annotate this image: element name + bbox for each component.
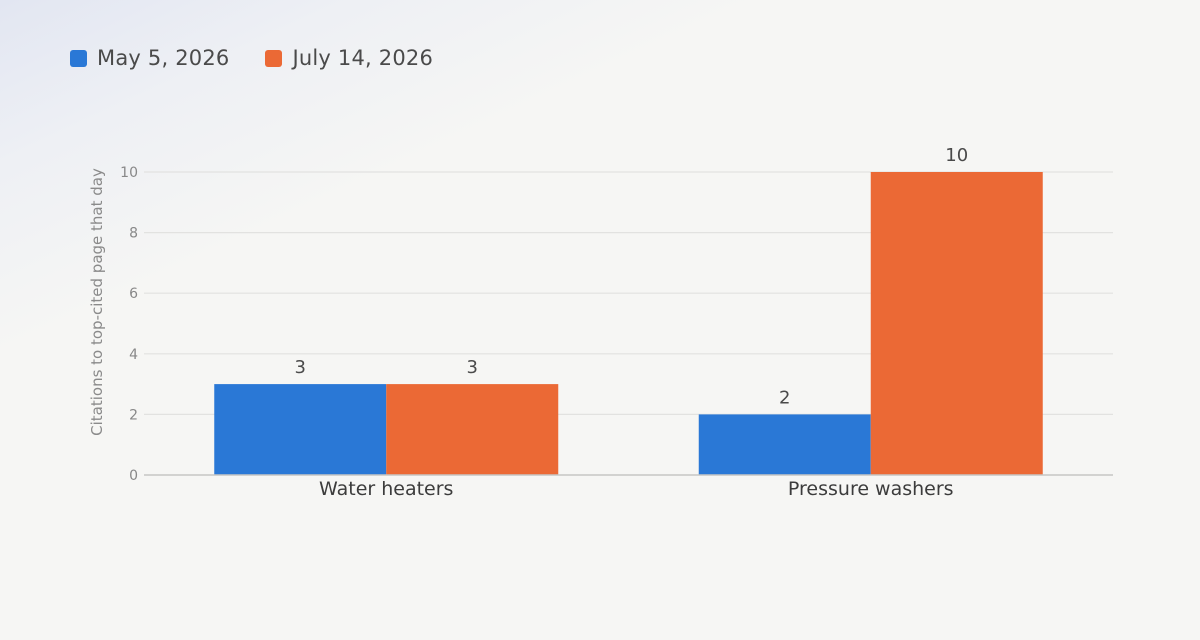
bar-pressure-washers-series-2 xyxy=(870,172,1043,475)
data-label-water-heaters-series-2: 3 xyxy=(467,357,478,378)
y-tick-label-10: 10 xyxy=(120,165,138,181)
y-tick-label-4: 4 xyxy=(129,347,138,363)
legend-item-series-1: May 5, 2026 xyxy=(70,46,229,70)
legend-item-series-2: July 14, 2026 xyxy=(265,46,433,70)
bar-pressure-washers-series-1 xyxy=(698,414,871,475)
y-axis-title: Citations to top-cited page that day xyxy=(88,168,106,436)
legend-label-series-1: May 5, 2026 xyxy=(97,46,230,70)
axes: 0 2 4 6 8 10 Water heaters Pressure washers xyxy=(120,165,1113,500)
y-tick-label-0: 0 xyxy=(129,468,138,484)
data-label-pressure-washers-series-2: 10 xyxy=(945,145,968,166)
legend-swatch-series-2 xyxy=(265,49,283,67)
x-category-label-0: Water heaters xyxy=(319,478,453,500)
y-tick-label-6: 6 xyxy=(129,286,138,302)
bars xyxy=(214,172,1043,475)
legend-label-series-2: July 14, 2026 xyxy=(292,46,434,70)
legend-swatch-series-1 xyxy=(70,49,87,67)
bar-water-heaters-series-1 xyxy=(214,384,387,475)
data-label-pressure-washers-series-1: 2 xyxy=(779,387,790,408)
data-label-water-heaters-series-1: 3 xyxy=(295,357,306,378)
y-tick-label-8: 8 xyxy=(129,226,138,242)
legend: May 5, 2026 July 14, 2026 xyxy=(70,44,433,72)
x-category-label-1: Pressure washers xyxy=(788,478,954,500)
bar-water-heaters-series-2 xyxy=(386,384,559,475)
data-labels: 3 3 2 10 xyxy=(295,145,969,408)
y-tick-label-2: 2 xyxy=(129,407,138,423)
